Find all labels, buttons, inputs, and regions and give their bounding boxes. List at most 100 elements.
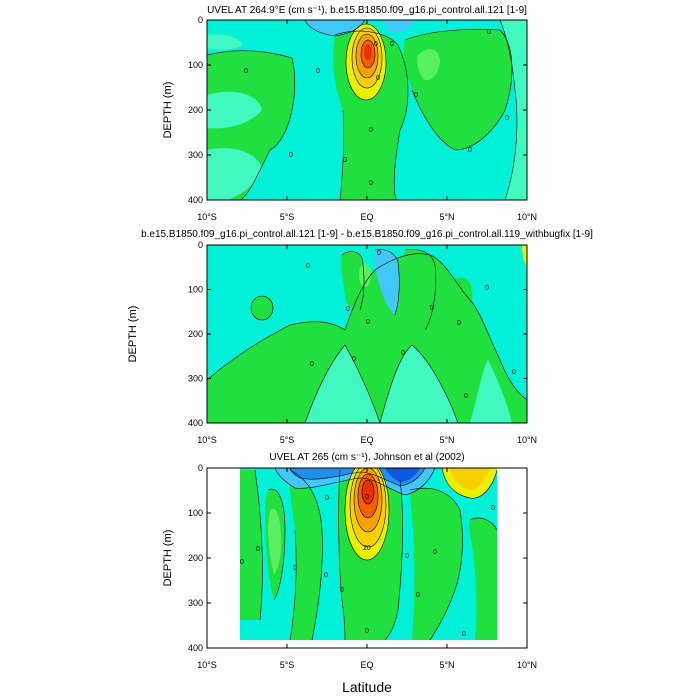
contour-label: 0 (316, 68, 320, 75)
panel-1-fields (207, 20, 527, 200)
contour-label: 0 (376, 75, 380, 82)
contour-label: 0 (414, 92, 418, 99)
y-tick-label: 200 (188, 105, 203, 115)
contour-label: 0 (352, 356, 356, 363)
contour-label: 0 (487, 29, 491, 36)
y-tick-label: 0 (198, 463, 203, 473)
panel-2-contour-lines (207, 249, 527, 423)
panel-1-ticks (207, 19, 527, 201)
panel-2-upper-blue (374, 249, 400, 315)
y-tick-label: 300 (188, 150, 203, 160)
contour-label: 0 (289, 152, 293, 159)
panel-1-y-tick-labels: 0 100 200 300 400 (188, 15, 203, 205)
contour-label: 0 (310, 361, 314, 368)
panel-3-missing-data-mask (248, 640, 486, 648)
panel-3-ticks (207, 467, 527, 649)
contour-label: 0 (491, 505, 495, 512)
contour-label: 0 (512, 369, 516, 376)
panel-1-jet-core (364, 44, 372, 60)
panel-2-upper-green-3 (454, 277, 473, 320)
panel-2-lower-green (207, 253, 527, 423)
contour-label: 0 (433, 549, 437, 556)
panel-1-ylabel: DEPTH (m) (162, 82, 174, 139)
panel-2-title: b.e15.B1850.f09_g16.pi_control.all.121 [… (141, 229, 593, 240)
panel-1-x-tick-labels: 10°S 5°S EQ 5°N 10°N (197, 212, 537, 222)
contour-label: 0 (505, 115, 509, 122)
contour-label: 0 (343, 157, 347, 164)
contour-label: 0 (306, 263, 310, 270)
x-tick-label: 10°S (197, 212, 217, 222)
panel-3-northeast-orange (450, 468, 490, 490)
panel-3-x-tick-labels: 10°S 5°S EQ 5°N 10°N (197, 660, 537, 670)
contour-label: 0 (369, 127, 373, 134)
contour-label: 0 (240, 559, 244, 566)
panel-3-y-tick-labels: 0 100 200 300 400 (188, 463, 203, 653)
contour-label: 0 (468, 147, 472, 154)
contour-label: 0 (405, 553, 409, 560)
x-tick-label: 5°S (280, 212, 295, 222)
y-tick-label: 100 (188, 60, 203, 70)
contour-label: 0 (369, 180, 373, 187)
panel-2-x-tick-labels: 10°S 5°S EQ 5°N 10°N (197, 435, 537, 445)
panel-2-contour-labels: 0 0 0 0 0 0 0 0 0 0 0 0 (306, 250, 516, 400)
y-tick-label: 100 (188, 508, 203, 518)
contour-label: 0 (457, 320, 461, 327)
panel-2-fields (207, 245, 527, 423)
x-tick-label: 5°S (280, 660, 295, 670)
y-tick-label: 300 (188, 374, 203, 384)
contour-label: 0 (244, 68, 248, 75)
y-tick-label: 0 (198, 240, 203, 250)
contour-label: 0 (366, 319, 370, 326)
contour-label: 0 (346, 306, 350, 313)
panel-2-ticks (207, 244, 527, 424)
x-tick-label: 5°N (439, 660, 454, 670)
x-axis-label: Latitude (342, 679, 392, 695)
panel-3-jet-core (362, 480, 374, 504)
panel-3: UVEL AT 265 (cm s⁻¹), Johnson et al (200… (162, 452, 537, 695)
panel-2-lower-aqua-1 (305, 345, 380, 423)
panel-1-title: UVEL AT 264.9°E (cm s⁻¹), b.e15.B1850.f0… (207, 5, 527, 16)
y-tick-label: 200 (188, 553, 203, 563)
panel-3-contour-labels: 0 0 0 0 0 0 0 0 0 0 0 0 0 20 (240, 494, 495, 638)
contour-label: 0 (464, 393, 468, 400)
panel-2-east-yellow (522, 245, 527, 268)
panel-1-east-light-green (417, 48, 440, 81)
panel-3-contour-lines (254, 468, 498, 641)
contour-label: 0 (416, 592, 420, 599)
panel-3-fields (207, 468, 527, 648)
panel-2: b.e15.B1850.f09_g16.pi_control.all.121 [… (127, 229, 593, 445)
panel-3-east-green (410, 488, 463, 640)
panel-3-far-east-green (469, 518, 497, 640)
contour-label: 0 (374, 41, 378, 48)
panel-2-westblob (251, 296, 273, 320)
panel-2-ylabel: DEPTH (m) (127, 306, 139, 363)
contour-label: 0 (377, 250, 381, 257)
contour-label: 0 (430, 305, 434, 312)
contour-label: 0 (324, 572, 328, 579)
y-tick-label: 400 (188, 643, 203, 653)
x-tick-label: 5°S (280, 435, 295, 445)
contour-label: 0 (390, 41, 394, 48)
panel-1-southwest-aqua (207, 91, 262, 129)
x-tick-label: 10°N (517, 660, 537, 670)
contour-label: 0 (485, 285, 489, 292)
x-tick-label: EQ (360, 212, 373, 222)
y-tick-label: 200 (188, 329, 203, 339)
panel-3-ylabel: DEPTH (m) (162, 530, 174, 587)
panel-1: UVEL AT 264.9°E (cm s⁻¹), b.e15.B1850.f0… (162, 5, 537, 222)
panel-3-west-green-band (240, 470, 263, 620)
x-tick-label: 10°N (517, 435, 537, 445)
y-tick-label: 100 (188, 285, 203, 295)
y-tick-label: 400 (188, 418, 203, 428)
y-tick-label: 0 (198, 15, 203, 25)
contour-label: 0 (340, 587, 344, 594)
x-tick-label: EQ (360, 660, 373, 670)
panel-2-lower-aqua-3 (470, 360, 512, 423)
y-tick-label: 400 (188, 195, 203, 205)
x-tick-label: 5°N (439, 212, 454, 222)
x-tick-label: 10°S (197, 660, 217, 670)
panel-3-title: UVEL AT 265 (cm s⁻¹), Johnson et al (200… (269, 452, 464, 463)
x-tick-label: EQ (360, 435, 373, 445)
contour-label: 0 (325, 495, 329, 502)
contour-label: 0 (365, 628, 369, 635)
